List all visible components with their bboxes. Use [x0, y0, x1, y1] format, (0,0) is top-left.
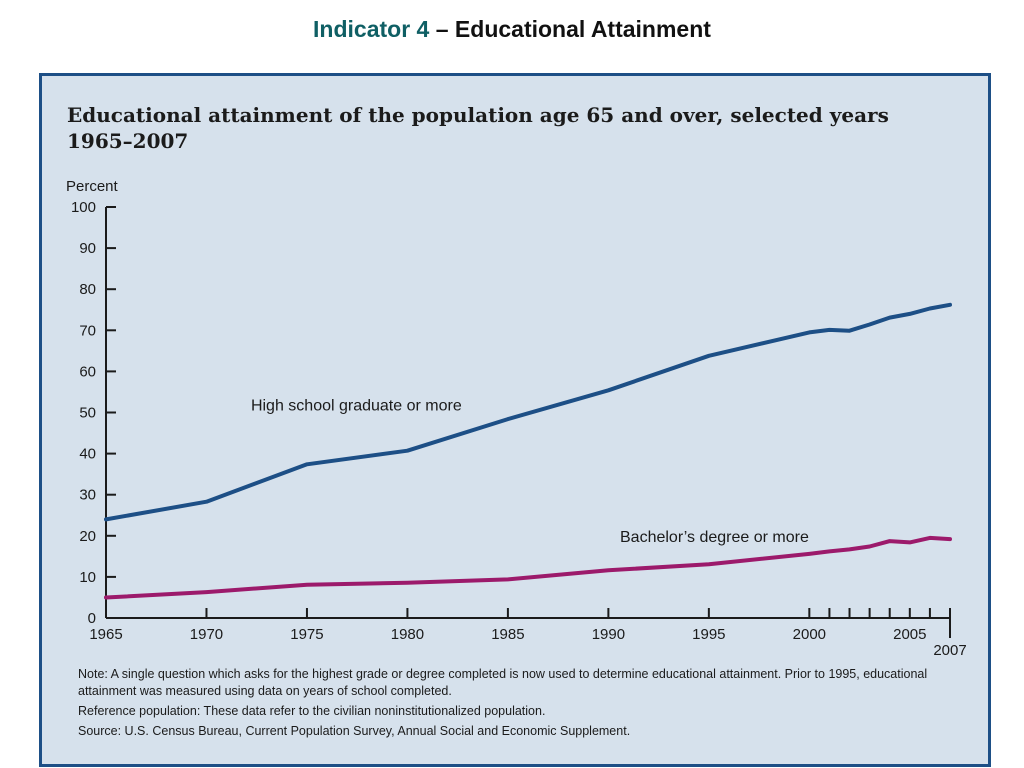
x-tick-label: 1980	[391, 626, 424, 643]
x-tick-label: 2005	[893, 626, 926, 643]
y-axis-label: Percent	[66, 178, 119, 195]
x-tick-label: 1970	[190, 626, 223, 643]
y-tick-label: 40	[79, 446, 96, 463]
series-line-high-school	[104, 302, 952, 522]
x-tick-label: 1975	[290, 626, 323, 643]
series-label-bachelors: Bachelor’s degree or more	[620, 529, 809, 546]
x-tick-label: 1995	[692, 626, 725, 643]
x-tick-label: 1990	[592, 626, 625, 643]
x-tick-label: 1985	[491, 626, 524, 643]
y-tick-label: 20	[79, 528, 96, 545]
reference-population-text: Reference population: These data refer t…	[78, 704, 546, 718]
source-text: Source: U.S. Census Bureau, Current Popu…	[78, 724, 631, 738]
chart-notes: Note: A single question which asks for t…	[78, 666, 968, 743]
series-line-bachelors	[104, 535, 952, 600]
chart-panel: Educational attainment of the population…	[39, 73, 991, 767]
x-end-tick-label: 2007	[933, 642, 966, 659]
note-text: Note: A single question which asks for t…	[78, 667, 928, 698]
y-tick-label: 90	[79, 240, 96, 257]
y-tick-label: 100	[71, 199, 96, 216]
y-tick-label: 0	[88, 610, 96, 627]
chart-title: Educational attainment of the population…	[67, 103, 889, 153]
line-chart: Percent 0 10 20 30 40 50 60 70 80 90 100 1965 1970 197…	[66, 178, 967, 659]
slide-title-rest: – Educational Attainment	[429, 16, 711, 42]
y-tick-label: 10	[79, 569, 96, 586]
y-tick-label: 60	[79, 363, 96, 380]
y-tick-label: 70	[79, 322, 96, 339]
x-tick-label: 2000	[793, 626, 826, 643]
x-tick-label: 1965	[89, 626, 122, 643]
slide-title-accent: Indicator 4	[313, 16, 430, 42]
series-label-high-school: High school graduate or more	[251, 397, 462, 414]
slide-title: Indicator 4 – Educational Attainment	[0, 16, 1024, 43]
y-tick-label: 80	[79, 281, 96, 298]
y-tick-label: 50	[79, 405, 96, 422]
y-tick-label: 30	[79, 487, 96, 504]
